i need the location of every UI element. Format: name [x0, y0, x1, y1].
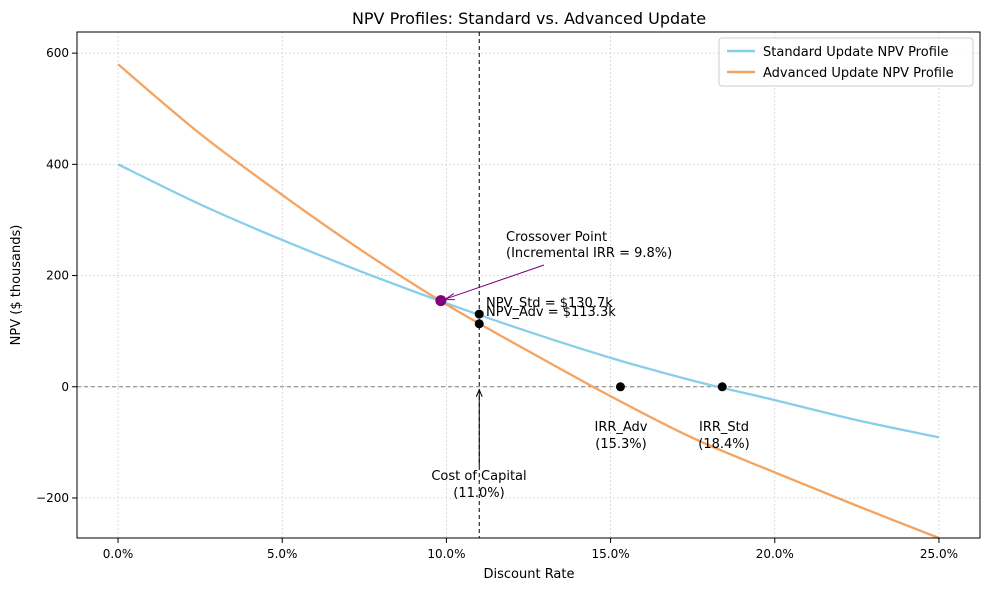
advanced-npv-line: [117, 63, 940, 540]
y-tick-label: −200: [36, 491, 69, 505]
legend-label-standard: Standard Update NPV Profile: [763, 45, 949, 60]
npv-std-label: NPV_Std = $130.7k: [486, 296, 613, 311]
chart-title: NPV Profiles: Standard vs. Advanced Upda…: [352, 9, 706, 28]
irr-std-point: [717, 382, 727, 392]
series-lines: [117, 63, 940, 540]
crossover-arrow-head: [444, 293, 455, 301]
crossover-arrow-line: [446, 264, 545, 300]
npv-adv-label: NPV_Adv = $113.3k: [486, 305, 616, 320]
legend: Standard Update NPV Profile Advanced Upd…: [718, 37, 974, 87]
x-tick-label: 15.0%: [592, 547, 630, 561]
x-tick-label: 20.0%: [756, 547, 794, 561]
y-tick-label: 200: [46, 269, 69, 283]
x-tick-label: 5.0%: [267, 547, 298, 561]
data-points: [435, 295, 727, 392]
coc-label-1: Cost of Capital: [431, 469, 526, 484]
npv-std-point: [474, 309, 484, 319]
irr-adv-label-1: IRR_Adv: [594, 420, 647, 435]
reference-lines: [77, 32, 980, 538]
y-axis-label: NPV ($ thousands): [9, 225, 24, 346]
coc-label-2: (11.0%): [453, 486, 504, 501]
legend-label-advanced: Advanced Update NPV Profile: [763, 66, 954, 81]
standard-npv-line: [117, 163, 940, 439]
npv-adv-point: [474, 319, 484, 329]
x-tick-label: 10.0%: [427, 547, 465, 561]
irr-std-label-1: IRR_Std: [699, 420, 749, 435]
plot-frame: [76, 31, 981, 539]
crossover-label-2: (Incremental IRR = 9.8%): [506, 246, 672, 261]
grid: [77, 32, 980, 538]
y-axis-ticks: −200 0 200 400 600: [36, 46, 77, 505]
irr-adv-label-2: (15.3%): [595, 437, 646, 452]
y-tick-label: 0: [61, 380, 69, 394]
x-axis-ticks: 0.0% 5.0% 10.0% 15.0% 20.0% 25.0%: [103, 538, 958, 561]
crossover-label-1: Crossover Point: [506, 230, 607, 245]
annotation-arrows: [444, 264, 545, 466]
x-tick-label: 25.0%: [920, 547, 958, 561]
irr-adv-point: [615, 382, 625, 392]
irr-std-label-2: (18.4%): [698, 437, 749, 452]
legend-box: [718, 37, 974, 87]
y-tick-label: 600: [46, 46, 69, 60]
crossover-point: [435, 295, 447, 307]
y-tick-label: 400: [46, 157, 69, 171]
x-tick-label: 0.0%: [103, 547, 134, 561]
x-axis-label: Discount Rate: [483, 567, 574, 582]
coc-arrow-head: [475, 388, 483, 397]
